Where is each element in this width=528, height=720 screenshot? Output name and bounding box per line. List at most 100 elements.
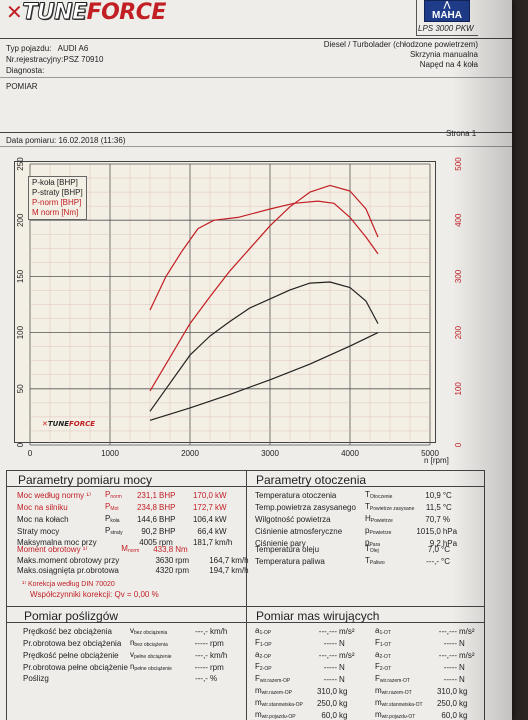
symbol: mwir.stanowiska-OT xyxy=(375,698,423,708)
y-left-tick-label: 100 xyxy=(16,325,25,339)
slip-value: ---,- xyxy=(195,674,208,683)
diagnostician-label: Diagnosta: xyxy=(6,66,45,75)
mass-unit: N xyxy=(459,675,465,684)
y-right-tick-label: 400 xyxy=(454,213,463,227)
param-row: Maks.moment obrotowy przy 3630 rpm 164,7 km/… xyxy=(16,556,250,566)
chart-watermark-logo: ✕TUNEFORCE xyxy=(42,420,96,428)
unit-1: Nm xyxy=(175,545,188,554)
measurement-mode: POMIAR xyxy=(6,82,38,91)
param-label: Maks.osiągnięta pr.obrotowa xyxy=(17,566,119,575)
symbol xyxy=(120,566,144,576)
param-label: Maks.moment obrotowy przy xyxy=(17,556,120,565)
table-right-border xyxy=(484,470,485,720)
y-right-tick-label: 200 xyxy=(454,325,463,339)
env-unit: °C xyxy=(442,503,452,512)
value-2: 66,4 xyxy=(197,527,213,536)
drive-type: Napęd na 4 koła xyxy=(419,60,478,69)
symbol: HPowietrze xyxy=(365,514,393,524)
symbol: TPowietrze zasysane xyxy=(365,502,415,512)
unit-1: BHP xyxy=(159,515,176,524)
mass-row: a1-OP ---,--- m/s² xyxy=(254,626,360,638)
unit-2: km/h xyxy=(231,556,249,565)
slip-label: Pr.obrotowa bez obciążenia xyxy=(23,639,122,648)
env-unit: % xyxy=(442,515,450,524)
mass-row: mwir.razem-OT 310,0 kg xyxy=(374,686,480,698)
value-1: 4320 xyxy=(155,566,174,575)
value-2: 181,7 xyxy=(192,538,213,547)
power-params-title: Parametry pomiaru mocy xyxy=(18,473,153,487)
x-tick-label: 4000 xyxy=(341,449,359,458)
param-label: Maksymalna moc przy xyxy=(17,538,97,547)
report-sheet: ✕TUNEFORCE ⋀ MAHA LPS 3000 PKW Typ pojazd… xyxy=(0,0,512,720)
divider xyxy=(0,132,512,133)
mass-unit: kg xyxy=(339,711,348,720)
chart-legend: P-koła [BHP] P-straty [BHP] P-norm [BHP]… xyxy=(28,176,87,220)
power-table: Moc według normy ¹⁾ Pnorm 231,1 BHP 170,0 kW M… xyxy=(16,490,234,548)
y-right-tick-label: 500 xyxy=(454,157,463,171)
slip-row: Prędkość bez obciążenia vbez obciążenia --… xyxy=(22,626,233,638)
correction-note: ¹⁾ Korekcja według DIN 70020 xyxy=(22,581,115,588)
symbol xyxy=(129,674,181,684)
symbol: F1-OP xyxy=(255,638,272,648)
env-unit: °C xyxy=(441,545,450,554)
mass-value: ---,--- xyxy=(438,627,457,636)
symbol: vpełne obciążenie xyxy=(129,650,172,660)
param-row: Moc na kołach Pkoła 144,6 BHP 106,4 kW xyxy=(16,514,234,526)
value-1: 144,6 xyxy=(136,515,157,524)
mass-row: mwir.pojazdu-OT 60,0 kg xyxy=(374,710,480,720)
engine-type: Diesel / Turbolader (chłodzone powietrze… xyxy=(323,40,478,49)
env-label: Ciśnienie atmosferyczne xyxy=(255,527,343,536)
legend-item-wheel-power: P-koła [BHP] xyxy=(32,178,78,187)
masses-title: Pomiar mas wirujących xyxy=(256,609,380,623)
mass-unit: m/s² xyxy=(339,627,355,636)
mass-row: mwir.pojazdu-OP 60,0 kg xyxy=(254,710,360,720)
mass-value: ---,--- xyxy=(318,651,337,660)
symbol: a1-OP xyxy=(255,626,272,636)
symbol: vbez obciążenia xyxy=(129,626,168,636)
env-value: 7,0 xyxy=(427,545,439,554)
mass-row: Fwir.razem-OP ----- N xyxy=(254,674,360,686)
unit-1: rpm xyxy=(159,538,173,547)
slip-label: Poślizg xyxy=(23,674,49,683)
param-row: Maksymalna moc przy 4005 rpm 181,7 km/h xyxy=(16,538,234,548)
x-tick-label: 3000 xyxy=(261,449,279,458)
x-tick-label: 2000 xyxy=(181,449,199,458)
env-value: 1015,0 xyxy=(416,527,441,536)
maha-box xyxy=(416,0,478,36)
slip-unit: km/h xyxy=(209,651,228,660)
header-divider xyxy=(0,38,512,39)
divider xyxy=(0,146,512,147)
slip-unit: km/h xyxy=(209,627,228,636)
env-row: Wilgotność powietrza HPowietrze 70,7% xyxy=(254,514,460,526)
param-row: Moc według normy ¹⁾ Pnorm 231,1 BHP 170,0 kW xyxy=(16,490,234,502)
value-1: 4005 xyxy=(139,538,157,547)
env-label: Temp.powietrza zasysanego xyxy=(255,503,356,512)
slip-row: Poślizg ---,-% xyxy=(22,674,233,684)
symbol: Pkoła xyxy=(105,514,120,524)
mass-value: ----- xyxy=(443,663,457,672)
symbol: TPaliwo xyxy=(365,556,385,566)
symbol xyxy=(120,556,144,566)
table-middle-border xyxy=(246,470,247,720)
slip-unit: % xyxy=(209,674,218,683)
symbol: TOtoczenie xyxy=(365,490,393,500)
symbol: mwir.pojazdu-OT xyxy=(375,710,416,720)
env-label: Wilgotność powietrza xyxy=(255,515,331,524)
value-2: 164,7 xyxy=(209,556,230,565)
mass-value: 250,0 xyxy=(316,699,337,708)
env-label: Ciśnienie pary xyxy=(255,539,306,548)
mass-unit: kg xyxy=(459,699,468,708)
unit-2: kW xyxy=(215,503,227,512)
slip-table: Prędkość bez obciążenia vbez obciążenia --… xyxy=(22,626,233,684)
param-row: Moment obrotowy ¹⁾ Mnorm 433,8 Nm xyxy=(16,544,250,556)
y-left-tick-label: 200 xyxy=(16,213,25,227)
symbol: a1-OT xyxy=(375,626,391,636)
environment-table-2: Temperatura oleju TOlej 7,0 °C Temperatura p… xyxy=(254,544,458,568)
symbol: mwir.razem-OP xyxy=(255,686,292,696)
env-label: Temperatura otoczenia xyxy=(255,491,337,500)
mass-value: ----- xyxy=(323,675,337,684)
series-line-1 xyxy=(149,200,379,311)
mass-value: ----- xyxy=(443,639,457,648)
slip-value: ----- xyxy=(194,663,208,672)
